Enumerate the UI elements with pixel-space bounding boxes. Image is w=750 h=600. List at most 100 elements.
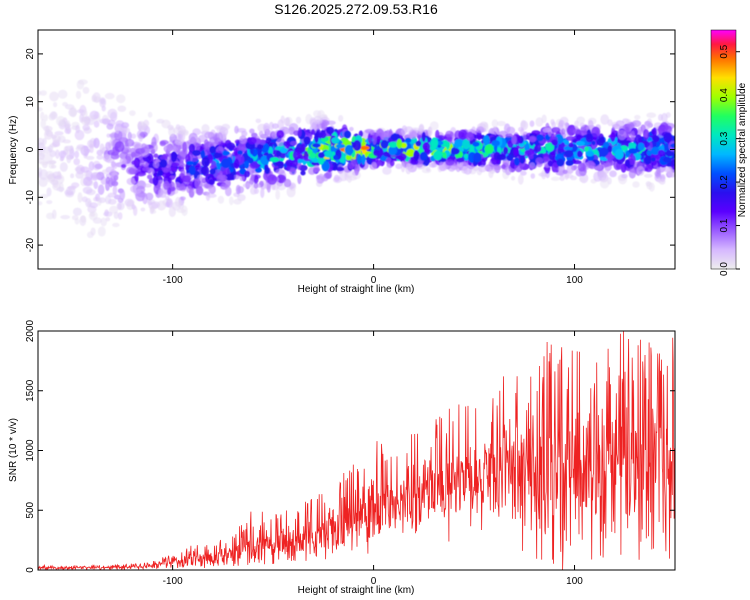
colorbar-tick-label: 0.1 [719, 218, 730, 232]
spectrogram-cell [475, 126, 485, 133]
spectrogram-cell [297, 127, 302, 137]
spectrogram-cell [114, 141, 125, 153]
spectrogram-cell [349, 126, 354, 132]
spectrogram-cell [529, 162, 536, 170]
spectrogram-cell [313, 164, 320, 173]
spectrogram-cell [520, 128, 525, 137]
spectrogram-cell [323, 150, 334, 158]
spectrogram-cell [179, 163, 186, 168]
spectrogram-cell [56, 186, 65, 192]
spectrogram-cell [124, 198, 135, 207]
spectrogram-cell [137, 125, 147, 131]
spectrogram-cell [276, 150, 281, 157]
spectrogram-cell [43, 125, 53, 132]
spectrogram-cell [670, 159, 675, 167]
spectrogram-cell [558, 141, 566, 153]
spectrogram-cell [161, 119, 171, 129]
spectrogram-cell [591, 126, 601, 138]
spectrogram-cell [395, 163, 403, 170]
spectrogram-cell [316, 175, 324, 184]
spectrogram-cell [130, 133, 137, 139]
spectrogram-cell [83, 176, 93, 187]
spectrogram-cell [465, 132, 475, 141]
spectrogram-cell [87, 139, 94, 148]
spectrogram-cell [585, 150, 594, 157]
y-tick-label: -20 [25, 237, 36, 252]
y-tick-label: 500 [25, 501, 36, 518]
spectrogram-cell [133, 157, 141, 169]
spectrogram-cell [345, 154, 352, 161]
spectrogram-cell [429, 121, 439, 131]
spectrogram-cell [247, 157, 254, 164]
spectrogram-cell [564, 150, 574, 158]
spectrogram-cell [372, 134, 377, 145]
spectrogram-cell [239, 135, 247, 145]
spectrogram-cell [646, 150, 652, 156]
spectrogram-cell [531, 130, 541, 136]
spectrogram-cell [182, 141, 187, 153]
spectrogram-cell [93, 120, 100, 128]
spectrogram-cell [147, 174, 153, 180]
spectrogram-cell [207, 186, 215, 193]
spectrogram-cell [46, 200, 53, 205]
spectrogram-cell [643, 129, 650, 140]
spectrogram-cell [578, 130, 588, 136]
spectrogram-cell [558, 119, 565, 127]
spectrogram-cell [186, 160, 194, 166]
spectrogram-cell [576, 150, 583, 158]
spectrogram-cell [276, 130, 285, 139]
spectrogram-cell [217, 195, 225, 204]
spectrogram-cell [648, 182, 655, 192]
spectrogram-cell [505, 133, 513, 138]
spectrogram-cell [286, 165, 291, 171]
spectrogram-cell [621, 173, 628, 179]
spectrogram-cell [311, 161, 320, 166]
spectrogram-cell [56, 115, 66, 127]
spectrogram-cell [576, 116, 585, 124]
spectrogram-cell [38, 201, 43, 206]
spectrogram-cell [124, 139, 135, 147]
spectrogram-cell [344, 130, 351, 139]
spectrogram-cell [131, 160, 137, 165]
spectrogram-cell [250, 174, 255, 181]
spectrogram-cell [104, 92, 115, 100]
spectrogram-cell [73, 158, 80, 166]
colorbar-tick-label: 0.2 [719, 175, 730, 189]
spectrogram-cell [325, 171, 333, 180]
y-tick-label: 1500 [25, 379, 36, 402]
spectrogram-cell [52, 135, 61, 143]
spectrogram-cell [577, 162, 586, 172]
spectrogram-cell [276, 174, 287, 184]
spectrogram-cell [263, 122, 270, 132]
spectrogram-cell [628, 148, 638, 154]
spectrogram-cell [283, 178, 292, 188]
spectrogram-cell [472, 141, 480, 147]
spectrogram-cell [388, 145, 398, 156]
spectrogram-cell [209, 168, 216, 175]
spectrogram-cell [53, 102, 58, 108]
spectrogram-cell [551, 139, 558, 146]
spectrogram-cell [62, 102, 68, 107]
spectrogram-cell [607, 151, 613, 163]
spectrogram-cell [163, 181, 170, 190]
spectrogram-xlabel: Height of straight line (km) [298, 284, 415, 295]
spectrogram-cell [133, 205, 138, 216]
spectrogram-cell [186, 185, 193, 194]
spectrogram-cell [150, 201, 161, 209]
spectrogram-cell [300, 170, 306, 176]
spectrogram-cell [504, 123, 511, 134]
spectrogram-cell [608, 134, 617, 139]
spectrogram-cell [456, 157, 465, 163]
y-tick-label: 1000 [25, 439, 36, 462]
spectrogram-cell [162, 153, 169, 158]
spectrogram-cell [445, 130, 454, 138]
spectrogram-cell [201, 156, 210, 168]
y-tick-label: 2000 [25, 319, 36, 342]
spectrogram-cell [85, 197, 92, 208]
spectrogram-cell [250, 186, 257, 195]
spectrogram-cell [99, 97, 107, 108]
spectrogram-cell [117, 212, 123, 220]
spectrogram-cell [97, 184, 105, 195]
spectrogram-cell [75, 124, 81, 134]
